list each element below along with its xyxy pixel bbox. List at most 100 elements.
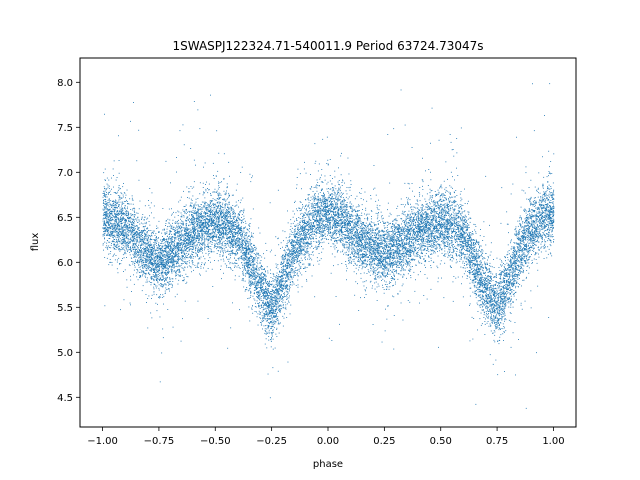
scatter-point [297,227,299,229]
scatter-point [150,264,152,265]
scatter-point [367,216,368,218]
scatter-point [238,231,240,233]
scatter-point [340,155,342,157]
scatter-point [329,219,331,221]
scatter-point [318,193,319,195]
scatter-point [185,220,187,222]
scatter-point [503,293,505,294]
scatter-point [510,304,512,306]
scatter-point [192,227,193,229]
scatter-point [198,218,199,220]
scatter-point [530,240,531,242]
scatter-point [245,234,247,236]
scatter-point [268,292,270,294]
scatter-point [232,208,234,210]
scatter-point [211,233,213,235]
scatter-point [252,284,254,286]
scatter-point [185,256,187,258]
scatter-point [487,284,489,286]
scatter-point [437,255,439,257]
scatter-point [243,258,245,260]
scatter-point [383,251,384,253]
scatter-point [189,191,191,193]
scatter-point [380,256,382,258]
scatter-point [260,318,262,320]
scatter-point [513,269,515,270]
scatter-point [409,262,411,263]
scatter-point [206,219,208,220]
scatter-point [121,204,123,205]
scatter-point [118,249,120,251]
scatter-point [398,231,400,233]
scatter-point [273,306,274,307]
scatter-point [241,217,242,218]
scatter-point [385,261,386,263]
scatter-point [440,209,442,211]
scatter-point [470,250,472,252]
scatter-point [106,192,107,193]
scatter-point [405,204,406,206]
scatter-point [520,304,522,306]
scatter-point [198,211,199,213]
scatter-point [424,221,426,223]
scatter-point [194,256,196,258]
scatter-point [267,332,268,334]
scatter-point [386,225,388,227]
scatter-point [495,275,497,277]
scatter-point [378,255,380,257]
scatter-point [541,217,542,219]
scatter-point [194,204,195,206]
scatter-point [457,227,459,229]
scatter-point [466,267,468,269]
scatter-point [417,220,419,222]
scatter-point [497,340,499,342]
scatter-point [322,201,324,203]
scatter-point [419,229,421,231]
scatter-point [450,205,452,207]
scatter-point [409,187,411,189]
scatter-point [194,245,196,247]
scatter-point [476,254,478,256]
scatter-point [271,289,273,290]
scatter-point [108,245,110,247]
scatter-point [401,265,403,267]
scatter-point [466,250,468,252]
scatter-point [118,197,120,199]
scatter-point [485,294,486,296]
scatter-point [269,397,271,399]
scatter-point [312,251,314,253]
scatter-point [470,259,472,261]
scatter-point [451,232,452,234]
scatter-point [481,281,483,283]
scatter-point [319,197,321,199]
scatter-point [263,325,265,327]
scatter-point [515,262,517,264]
scatter-point [444,254,446,256]
scatter-point [379,264,381,266]
scatter-point [335,203,337,205]
scatter-point [522,272,524,274]
scatter-point [439,219,440,221]
scatter-point [494,298,496,300]
scatter-point [378,264,379,266]
scatter-point [272,317,273,319]
scatter-point [305,239,307,241]
scatter-point [205,215,207,217]
scatter-point [162,246,164,247]
scatter-point [302,240,304,242]
scatter-point [244,236,246,238]
scatter-point [270,269,271,271]
scatter-point [169,278,171,280]
scatter-point [325,200,327,202]
scatter-point [431,221,433,223]
scatter-point [298,263,300,265]
scatter-point [306,280,308,282]
scatter-point [268,314,270,316]
scatter-point [146,254,148,256]
scatter-point [205,270,207,272]
scatter-point [358,310,360,311]
scatter-point [547,214,549,215]
scatter-point [340,225,342,227]
scatter-point [243,263,245,265]
scatter-point [281,301,283,302]
